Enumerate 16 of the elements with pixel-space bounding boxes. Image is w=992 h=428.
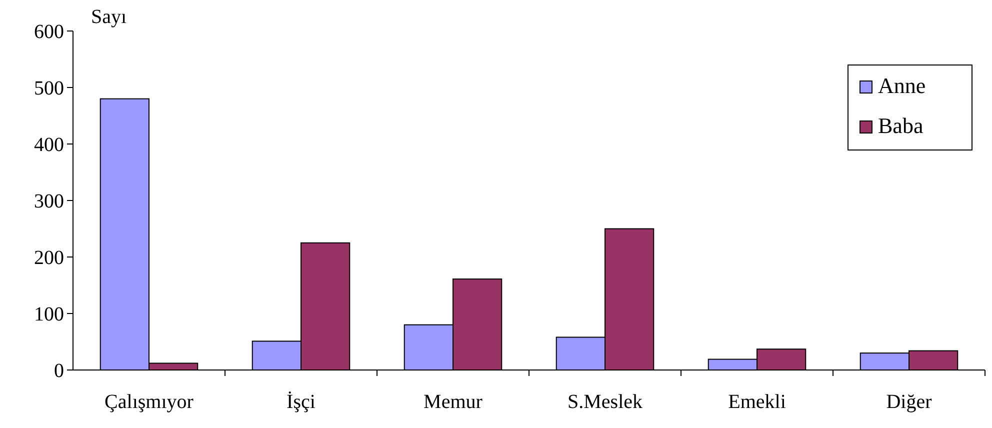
legend-label: Baba xyxy=(878,113,924,138)
y-tick-label: 100 xyxy=(34,304,64,326)
y-tick-label: 0 xyxy=(54,360,64,382)
y-tick-label: 400 xyxy=(34,134,64,156)
x-tick-label: Memur xyxy=(424,391,483,413)
y-tick-label: 300 xyxy=(34,190,64,212)
x-tick-label: İşçi xyxy=(286,391,316,413)
legend-label: Anne xyxy=(878,73,926,98)
x-tick-label: Diğer xyxy=(886,391,932,413)
y-tick-label: 600 xyxy=(34,21,64,43)
x-tick-label: Emekli xyxy=(728,391,786,413)
x-tick-label: S.Meslek xyxy=(568,391,642,413)
y-tick-label: 500 xyxy=(34,78,64,100)
y-axis-title: Sayı xyxy=(91,6,127,28)
y-tick-label: 200 xyxy=(34,247,64,269)
x-tick-label: Çalışmıyor xyxy=(104,391,194,413)
